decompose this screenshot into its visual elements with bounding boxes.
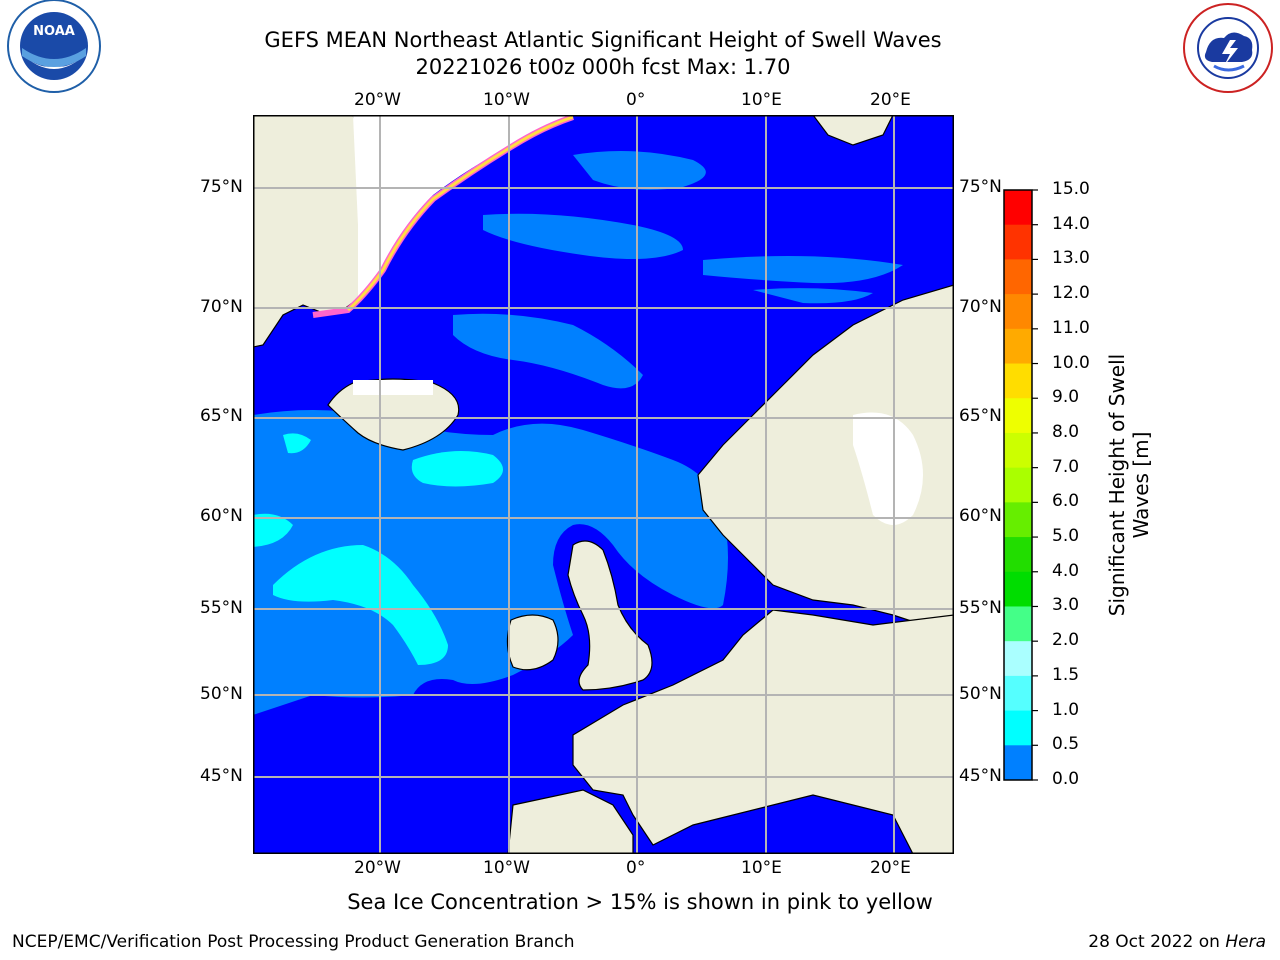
colorbar-tick-label: 1.0 <box>1052 699 1080 720</box>
lat-label-left: 45°N <box>200 766 243 786</box>
lon-label-bottom: 20°W <box>354 858 401 878</box>
colorbar-segment <box>1004 641 1032 677</box>
colorbar-tick-label: 2.0 <box>1052 630 1080 651</box>
colorbar-segment <box>1004 571 1032 607</box>
colorbar-tick-label: 5.0 <box>1052 526 1080 547</box>
colorbar-tick-label: 15.0 <box>1052 179 1090 199</box>
colorbar-segment <box>1004 710 1032 746</box>
swell-region-high <box>411 451 503 487</box>
swell-region-medium <box>253 410 728 715</box>
lat-label-left: 55°N <box>200 598 243 618</box>
colorbar-segment <box>1004 294 1032 330</box>
swell-region-high <box>283 433 311 454</box>
swell-region-medium <box>453 313 643 389</box>
lon-label-bottom: 10°E <box>741 858 782 878</box>
footer-credit: NCEP/EMC/Verification Post Processing Pr… <box>12 932 575 952</box>
colorbar-tick-label: 8.0 <box>1052 421 1080 442</box>
colorbar-tick-label: 1.5 <box>1052 664 1080 685</box>
lat-label-right: 45°N <box>959 766 1002 786</box>
colorbar-tick-label: 13.0 <box>1052 248 1090 269</box>
svg-text:NOAA: NOAA <box>33 24 75 39</box>
colorbar-segment <box>1004 502 1032 538</box>
lat-label-left: 60°N <box>200 506 243 526</box>
colorbar-tick-label: 0.0 <box>1052 769 1080 789</box>
colorbar-segment <box>1004 328 1032 365</box>
colorbar-tick-label: 7.0 <box>1052 456 1080 477</box>
colorbar-tick-label: 12.0 <box>1052 283 1090 304</box>
lon-label-bottom: 10°W <box>483 858 530 878</box>
sea-ice-edge <box>347 115 574 312</box>
colorbar-tick-label: 10.0 <box>1052 352 1090 373</box>
sea-ice-white <box>353 115 573 300</box>
colorbar-tick-label: 3.0 <box>1052 595 1080 616</box>
colorbar-segment <box>1004 224 1032 260</box>
colorbar-tick-label: 9.0 <box>1052 387 1080 408</box>
swell-region-high <box>253 513 293 547</box>
lon-label-bottom: 0° <box>626 858 646 878</box>
sea-ice-note: Sea Ice Concentration > 15% is shown in … <box>347 890 933 914</box>
ireland <box>506 614 559 671</box>
lon-label-top: 0° <box>626 90 646 110</box>
lat-label-left: 50°N <box>200 684 243 704</box>
colorbar-segment <box>1004 432 1032 469</box>
no-data-patch <box>353 380 433 395</box>
lat-label-left: 70°N <box>200 297 243 317</box>
lon-label-top: 20°W <box>354 90 401 110</box>
lat-label-left: 65°N <box>200 406 243 426</box>
colorbar-segment <box>1004 537 1032 573</box>
baltic-sea <box>853 412 923 525</box>
swell-region-high <box>273 545 448 665</box>
great-britain <box>567 540 653 691</box>
continental-europe <box>572 609 954 854</box>
nws-logo <box>1183 3 1273 93</box>
lon-label-top: 20°E <box>870 90 911 110</box>
colorbar-segment <box>1004 190 1032 226</box>
lat-label-right: 50°N <box>959 684 1002 704</box>
colorbar-segment <box>1004 745 1032 781</box>
lat-label-right: 70°N <box>959 297 1002 317</box>
chart-subtitle: 20221026 t00z 000h fcst Max: 1.70 <box>415 55 791 79</box>
colorbar-label: Significant Height of Swell Waves [m] <box>1105 353 1153 617</box>
colorbar-tick-label: 11.0 <box>1052 317 1090 338</box>
swell-region-medium <box>573 151 706 190</box>
colorbar-segment <box>1004 467 1032 503</box>
lat-label-right: 75°N <box>959 177 1002 197</box>
colorbar-segment <box>1004 259 1032 295</box>
graticule <box>253 115 954 854</box>
iberia <box>507 789 634 854</box>
colorbar-segment <box>1004 363 1032 399</box>
lat-label-right: 55°N <box>959 598 1002 618</box>
footer-host: Hera <box>1225 932 1266 952</box>
colorbar-tick-label: 14.0 <box>1052 213 1090 234</box>
colorbar-tick-label: 6.0 <box>1052 491 1080 512</box>
colorbar-segment <box>1004 606 1032 642</box>
colorbar-segment <box>1004 675 1032 712</box>
lat-label-left: 75°N <box>200 177 243 197</box>
footer-date: 28 Oct 2022 on Hera <box>1088 932 1266 952</box>
lon-label-top: 10°E <box>741 90 782 110</box>
chart-title: GEFS MEAN Northeast Atlantic Significant… <box>264 28 942 52</box>
lon-label-top: 10°W <box>483 90 530 110</box>
colorbar-segment <box>1004 398 1032 434</box>
colorbar <box>1003 189 1038 781</box>
swell-region-medium <box>703 256 903 284</box>
map-panel <box>253 115 954 854</box>
colorbar-tick-label: 4.0 <box>1052 560 1080 581</box>
svalbard <box>812 115 894 146</box>
land <box>253 115 954 854</box>
colorbar-tick-label: 0.5 <box>1052 734 1080 755</box>
swell-region-medium <box>483 213 683 259</box>
footer-date-text: 28 Oct 2022 on <box>1088 932 1226 952</box>
swell-region-medium <box>753 288 873 304</box>
lon-label-bottom: 20°E <box>870 858 911 878</box>
noaa-logo: NOAA <box>7 0 101 93</box>
lat-label-right: 60°N <box>959 506 1002 526</box>
lat-label-right: 65°N <box>959 406 1002 426</box>
